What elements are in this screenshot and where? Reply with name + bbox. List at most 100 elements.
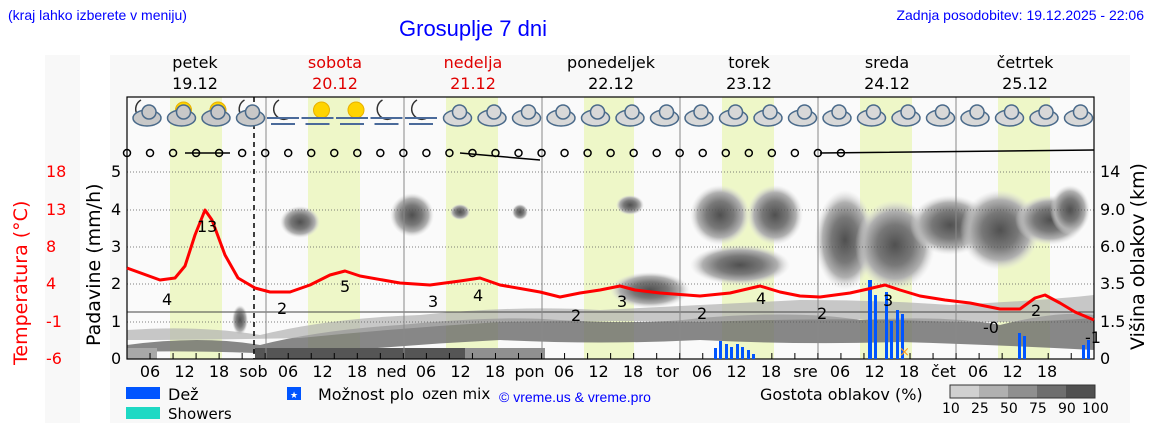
x-tick-label: pon	[514, 362, 545, 381]
temp-tick: 13	[46, 200, 67, 219]
day-header: ponedeljek 22.12	[551, 52, 671, 94]
density-tick: 90	[1058, 401, 1076, 417]
sun-cloud-icon	[201, 101, 231, 127]
day-name: torek	[728, 53, 770, 72]
temp-tick: 18	[46, 162, 67, 181]
x-tick-label: 06	[691, 362, 713, 381]
calm-wind-icon	[721, 148, 731, 158]
weather-icons-row	[132, 99, 1094, 127]
cloud-tick: 14	[1100, 162, 1121, 181]
x-tick-label: 12	[588, 362, 609, 381]
calm-wind-icon	[675, 148, 684, 158]
calm-wind-icon	[422, 148, 431, 158]
calm-wind-icon	[583, 148, 592, 158]
location-menu-hint[interactable]: (kraj lahko izberete v meniju)	[8, 7, 187, 23]
svg-text:★: ★	[290, 391, 298, 401]
cloud-icon	[477, 104, 507, 127]
day-date: 24.12	[864, 74, 910, 93]
rain-bars	[714, 280, 1090, 359]
cloud-icon	[753, 104, 783, 127]
svg-text:×: ×	[899, 345, 910, 360]
prec-tick: 2	[111, 274, 122, 293]
legend-rain-label: Dež	[168, 385, 199, 404]
x-tick-label: 06	[967, 362, 989, 381]
cloud-icon	[511, 104, 542, 127]
cloud-icon	[1063, 104, 1094, 127]
cloud-icon	[546, 104, 576, 127]
cloud-icon	[615, 104, 645, 127]
svg-text:4: 4	[162, 290, 172, 309]
x-tick-label: 12	[312, 362, 333, 381]
x-tick-label: 06	[277, 362, 299, 381]
x-tick-label: 12	[174, 362, 195, 381]
credit-link[interactable]: © vreme.us & vreme.pro	[499, 389, 651, 405]
legend-possible-label: Možnost plo	[318, 385, 415, 404]
day-separators	[265, 97, 957, 359]
cloud-icon	[994, 104, 1025, 127]
day-name: petek	[172, 53, 218, 72]
page-title: Grosuplje 7 dni	[399, 16, 547, 41]
calm-wind-icon	[468, 148, 477, 158]
x-tick-label: 18	[760, 362, 782, 381]
x-tick-label: 06	[415, 362, 437, 381]
moon-fog-icon	[405, 99, 437, 125]
cloud-icon	[787, 104, 818, 127]
wind-barb-icon	[185, 149, 1095, 161]
svg-text:3: 3	[428, 292, 438, 311]
legend-frozen-label: ozen mix	[422, 385, 491, 403]
prec-tick: 4	[111, 200, 122, 219]
temp-axis-panel	[45, 55, 80, 423]
calm-wind-icon	[330, 148, 339, 158]
x-tick-label: 12	[450, 362, 471, 381]
temp-tick: 4	[46, 274, 57, 293]
x-tick-label: 18	[622, 362, 644, 381]
density-tick: 100	[1082, 401, 1109, 417]
cloud-tick: 3.5	[1100, 274, 1126, 293]
calm-wind-icon	[698, 148, 707, 158]
calm-wind-icon	[652, 148, 661, 158]
x-tick-label: sob	[239, 362, 268, 381]
svg-text:2: 2	[277, 299, 287, 318]
x-tick-label: 18	[1036, 362, 1058, 381]
day-date: 19.12	[172, 74, 218, 93]
svg-text:2: 2	[817, 304, 827, 323]
legend-possible-swatch	[287, 387, 301, 400]
svg-text:4: 4	[756, 289, 766, 308]
temperature-line	[126, 208, 1095, 322]
day-date: 21.12	[450, 74, 496, 93]
moon-fog-icon	[267, 99, 299, 125]
x-tick-label: 12	[726, 362, 747, 381]
cloud-tick: 9.0	[1100, 200, 1126, 219]
x-tick-label: 06	[553, 362, 575, 381]
density-tick: 10	[942, 401, 960, 417]
cloud-density-field	[127, 185, 1094, 359]
cloud-icon	[580, 104, 611, 127]
svg-text:2: 2	[1031, 301, 1041, 320]
day-name: četrtek	[996, 53, 1054, 72]
cloud-height-axis-label: Višina oblakov (km)	[1127, 163, 1149, 350]
moon-cloud-icon	[235, 99, 266, 127]
cloud-icon	[649, 104, 680, 127]
calm-wind-icon	[560, 148, 569, 158]
temperature-axis-label: Temperatura (°C)	[10, 200, 32, 365]
last-update: Zadnja posodobitev: 19.12.2025 - 22:06	[896, 7, 1144, 23]
svg-text:13: 13	[197, 217, 217, 236]
svg-text:2: 2	[697, 304, 707, 323]
legend-showers-swatch	[126, 407, 160, 419]
cloud-tick: 0	[1100, 349, 1111, 368]
cloud-icon	[856, 104, 887, 127]
day-header: četrtek 25.12	[965, 52, 1085, 94]
svg-text:2: 2	[571, 306, 581, 325]
legend-rain-swatch	[126, 387, 160, 399]
calm-wind-icon	[629, 148, 638, 158]
density-tick: 25	[971, 401, 989, 417]
gridlines	[127, 171, 1094, 323]
day-header: petek 19.12	[135, 52, 255, 94]
density-tick: 75	[1029, 401, 1047, 417]
day-name: sobota	[307, 53, 363, 72]
x-tick-label: 06	[139, 362, 161, 381]
sun-cloud-icon	[166, 101, 197, 127]
x-tick-label: čet	[931, 362, 956, 381]
cloud-icon	[718, 104, 749, 127]
